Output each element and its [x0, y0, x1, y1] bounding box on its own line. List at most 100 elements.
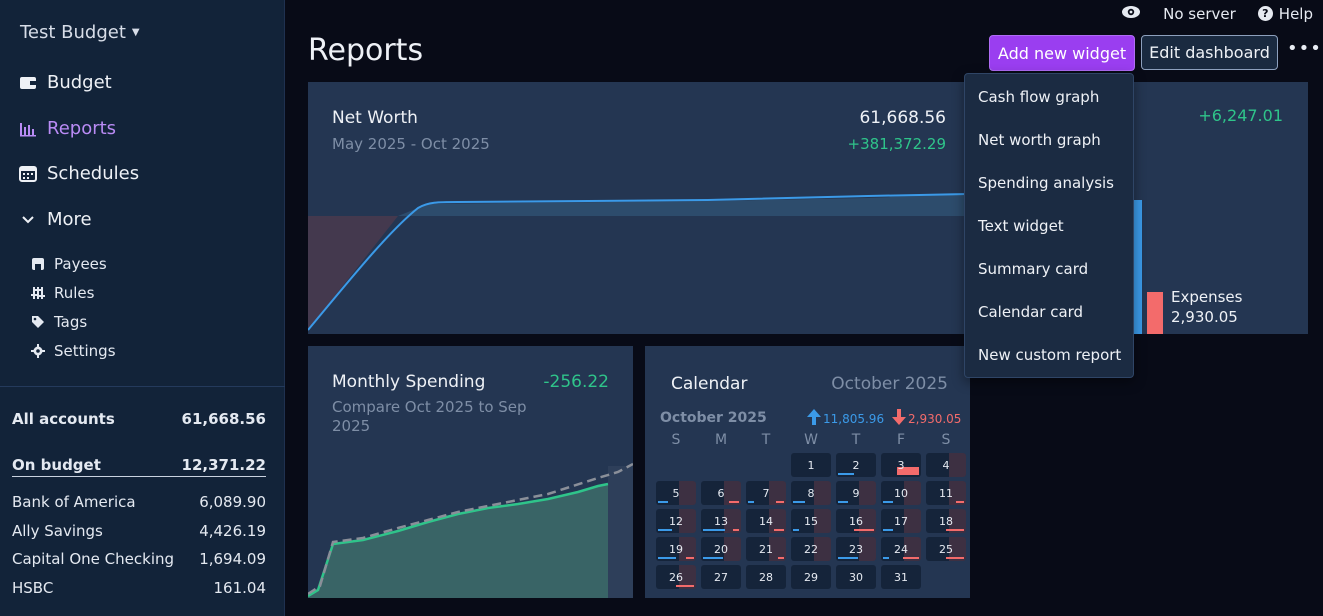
nav-more[interactable]: More — [18, 209, 92, 230]
expenses-amount: 2,930.05 — [1171, 308, 1238, 326]
account-name: HSBC — [12, 579, 54, 597]
calendar-day[interactable]: 11 — [926, 481, 966, 505]
account-row[interactable]: Ally Savings 4,426.19 — [12, 522, 266, 540]
day-expense-bar — [729, 501, 739, 503]
account-row[interactable]: HSBC 161.04 — [12, 579, 266, 597]
menu-item-spending-analysis[interactable]: Spending analysis — [978, 174, 1114, 192]
day-number: 13 — [714, 514, 728, 528]
nav-payees[interactable]: Payees — [30, 255, 107, 273]
calendar-day[interactable]: 10 — [881, 481, 921, 505]
day-shade — [679, 565, 696, 589]
calendar-day[interactable]: 26 — [656, 565, 696, 589]
calendar-day[interactable]: 1 — [791, 453, 831, 477]
add-widget-button[interactable]: Add new widget — [989, 35, 1135, 71]
net-worth-card[interactable]: Net Worth May 2025 - Oct 2025 61,668.56 … — [308, 82, 968, 334]
on-budget-row[interactable]: On budget 12,371.22 — [12, 456, 266, 477]
day-expense-bar — [776, 501, 784, 503]
calendar-day[interactable]: 27 — [701, 565, 741, 589]
calendar-day[interactable]: 15 — [791, 509, 831, 533]
menu-item-new-custom-report[interactable]: New custom report — [978, 346, 1122, 364]
help-icon: ? — [1257, 6, 1273, 21]
day-expense-bar — [774, 529, 784, 531]
calendar-day[interactable]: 21 — [746, 537, 786, 561]
day-shade — [859, 509, 876, 533]
menu-item-net-worth-graph[interactable]: Net worth graph — [978, 131, 1101, 149]
more-options-icon[interactable]: ••• — [1287, 38, 1322, 59]
day-income-bar — [658, 529, 672, 531]
monthly-spending-card[interactable]: Monthly Spending -256.22 Compare Oct 202… — [308, 346, 633, 598]
calendar-day[interactable]: 29 — [791, 565, 831, 589]
weekday-label: T — [851, 432, 861, 448]
budget-selector[interactable]: Test Budget ▼ — [20, 22, 140, 43]
day-shade — [724, 481, 741, 505]
day-number: 28 — [759, 570, 773, 584]
eye-icon[interactable] — [1121, 4, 1141, 23]
menu-item-calendar-card[interactable]: Calendar card — [978, 303, 1084, 321]
calendar-day[interactable]: 9 — [836, 481, 876, 505]
sidebar: Test Budget ▼ Budget Reports Schedules M… — [0, 0, 285, 616]
all-accounts-label: All accounts — [12, 410, 115, 428]
day-income-bar — [658, 501, 668, 503]
calendar-day[interactable]: 25 — [926, 537, 966, 561]
help-button[interactable]: ? Help — [1257, 5, 1313, 23]
calendar-day[interactable]: 19 — [656, 537, 696, 561]
server-status[interactable]: No server — [1163, 4, 1236, 23]
nav-reports-label: Reports — [47, 118, 117, 139]
nav-tags[interactable]: Tags — [30, 313, 87, 331]
calendar-day[interactable]: 12 — [656, 509, 696, 533]
day-number: 8 — [807, 486, 815, 500]
calendar-day[interactable]: 16 — [836, 509, 876, 533]
nav-reports[interactable]: Reports — [18, 118, 116, 139]
calendar-day[interactable]: 31 — [881, 565, 921, 589]
calendar-day[interactable]: 30 — [836, 565, 876, 589]
calendar-day[interactable]: 3 — [881, 453, 921, 477]
net-worth-change: +381,372.29 — [847, 135, 946, 153]
account-row[interactable]: Bank of America 6,089.90 — [12, 493, 266, 511]
arrow-down-icon — [892, 409, 906, 428]
expenses-bar — [1147, 292, 1163, 334]
cash-flow-change: +6,247.01 — [1198, 106, 1283, 125]
calendar-day[interactable]: 7 — [746, 481, 786, 505]
account-row[interactable]: Capital One Checking 1,694.09 — [12, 550, 266, 568]
calendar-day[interactable]: 23 — [836, 537, 876, 561]
calendar-day[interactable]: 18 — [926, 509, 966, 533]
nav-rules[interactable]: Rules — [30, 284, 94, 302]
nav-budget[interactable]: Budget — [18, 72, 112, 93]
calendar-day[interactable]: 2 — [836, 453, 876, 477]
all-accounts-row[interactable]: All accounts 61,668.56 — [12, 410, 266, 428]
day-income-bar — [658, 557, 676, 559]
calendar-day[interactable]: 22 — [791, 537, 831, 561]
calendar-day[interactable]: 24 — [881, 537, 921, 561]
day-shade — [859, 537, 876, 561]
day-shade — [814, 509, 831, 533]
net-worth-chart — [308, 193, 968, 331]
calendar-day[interactable]: 28 — [746, 565, 786, 589]
calendar-day[interactable]: 13 — [701, 509, 741, 533]
calendar-day[interactable]: 4 — [926, 453, 966, 477]
nav-more-label: More — [47, 209, 92, 230]
day-number: 15 — [804, 514, 818, 528]
calendar-day[interactable]: 5 — [656, 481, 696, 505]
nav-schedules[interactable]: Schedules — [18, 163, 139, 184]
day-shade — [814, 481, 831, 505]
calendar-day[interactable]: 14 — [746, 509, 786, 533]
nav-settings[interactable]: Settings — [30, 342, 116, 360]
calendar-card[interactable]: Calendar October 2025 October 2025 11,80… — [645, 346, 970, 598]
day-expense-bar — [903, 557, 919, 559]
calendar-day[interactable]: 6 — [701, 481, 741, 505]
menu-item-summary-card[interactable]: Summary card — [978, 260, 1089, 278]
day-shade — [769, 537, 786, 561]
edit-dashboard-button[interactable]: Edit dashboard — [1141, 35, 1278, 70]
calendar-day[interactable]: 17 — [881, 509, 921, 533]
menu-item-cash-flow-graph[interactable]: Cash flow graph — [978, 88, 1100, 106]
day-shade — [814, 537, 831, 561]
day-shade — [679, 509, 696, 533]
menu-item-text-widget[interactable]: Text widget — [978, 217, 1064, 235]
day-income-bar — [883, 557, 889, 559]
day-number: 25 — [939, 542, 953, 556]
calendar-day[interactable]: 8 — [791, 481, 831, 505]
account-amount: 4,426.19 — [199, 522, 266, 540]
calendar-day[interactable]: 20 — [701, 537, 741, 561]
calendar-expense-amount: 2,930.05 — [908, 411, 962, 426]
bar-chart-icon — [18, 121, 38, 137]
